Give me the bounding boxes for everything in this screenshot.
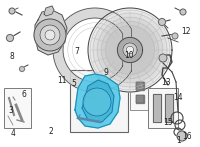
Polygon shape bbox=[35, 10, 67, 55]
Circle shape bbox=[40, 25, 60, 45]
Circle shape bbox=[177, 131, 187, 141]
Polygon shape bbox=[75, 74, 120, 128]
Text: 13: 13 bbox=[161, 78, 171, 87]
Polygon shape bbox=[106, 26, 154, 74]
Circle shape bbox=[34, 19, 66, 51]
Polygon shape bbox=[123, 43, 137, 57]
Circle shape bbox=[159, 54, 167, 62]
Bar bbox=[165, 94, 173, 122]
Polygon shape bbox=[88, 88, 92, 98]
Polygon shape bbox=[90, 10, 170, 90]
Text: 12: 12 bbox=[181, 27, 191, 36]
Polygon shape bbox=[97, 17, 163, 83]
Polygon shape bbox=[93, 13, 167, 87]
FancyBboxPatch shape bbox=[148, 88, 178, 128]
Text: 10: 10 bbox=[124, 51, 134, 60]
Polygon shape bbox=[126, 46, 134, 54]
Polygon shape bbox=[117, 37, 143, 63]
Text: 7: 7 bbox=[75, 47, 79, 56]
FancyBboxPatch shape bbox=[70, 70, 128, 132]
Polygon shape bbox=[88, 8, 172, 92]
Circle shape bbox=[172, 33, 178, 39]
Text: 5: 5 bbox=[72, 79, 76, 88]
Text: 2: 2 bbox=[49, 127, 53, 136]
Bar bbox=[165, 94, 173, 122]
Text: 4: 4 bbox=[11, 129, 15, 138]
Text: 11: 11 bbox=[57, 76, 67, 85]
Polygon shape bbox=[101, 21, 159, 78]
Bar bbox=[153, 94, 161, 122]
Text: 15: 15 bbox=[163, 117, 173, 127]
Text: 3: 3 bbox=[9, 106, 13, 116]
Bar bbox=[136, 82, 144, 90]
Circle shape bbox=[158, 19, 166, 25]
Circle shape bbox=[180, 9, 186, 15]
Bar bbox=[136, 95, 144, 103]
Text: 9: 9 bbox=[104, 67, 108, 77]
Polygon shape bbox=[82, 80, 114, 122]
Text: 16: 16 bbox=[182, 132, 192, 141]
Bar bbox=[153, 94, 161, 122]
Circle shape bbox=[6, 35, 14, 41]
Text: 6: 6 bbox=[22, 90, 26, 99]
Circle shape bbox=[9, 8, 15, 14]
FancyBboxPatch shape bbox=[130, 78, 150, 110]
Text: 1: 1 bbox=[177, 136, 181, 145]
Circle shape bbox=[83, 88, 111, 116]
Bar bbox=[136, 82, 144, 90]
Circle shape bbox=[45, 30, 55, 40]
Circle shape bbox=[20, 66, 24, 71]
Polygon shape bbox=[44, 6, 54, 16]
Polygon shape bbox=[53, 8, 131, 92]
Bar bbox=[136, 95, 144, 103]
Text: 8: 8 bbox=[9, 52, 14, 61]
FancyBboxPatch shape bbox=[4, 88, 31, 128]
Text: 14: 14 bbox=[173, 93, 183, 102]
